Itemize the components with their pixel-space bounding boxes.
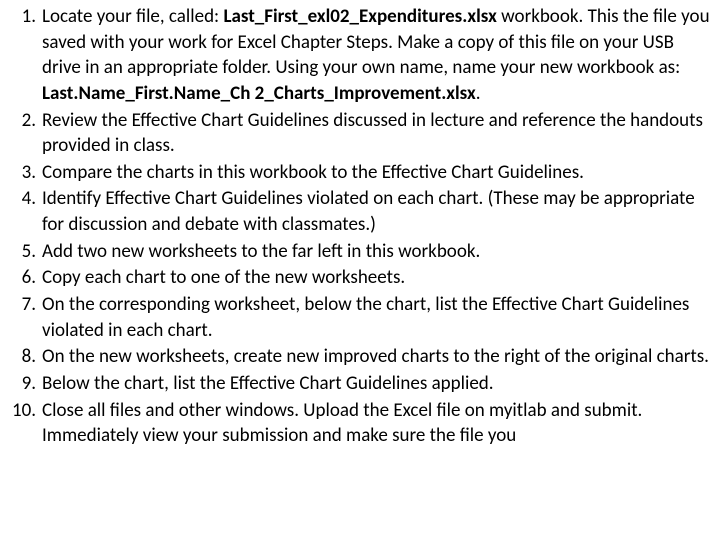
text-segment: Last_First_exl02_Expenditures.xlsx: [223, 5, 496, 28]
text-segment: Copy each chart to one of the new worksh…: [42, 266, 405, 289]
text-segment: .: [476, 82, 481, 105]
instruction-item-5: Add two new worksheets to the far left i…: [4, 239, 712, 265]
text-segment: Locate your file, called:: [42, 5, 223, 28]
instruction-list: Locate your file, called: Last_First_exl…: [4, 4, 712, 449]
instruction-item-4: Identify Effective Chart Guidelines viol…: [4, 186, 712, 237]
text-segment: Add two new worksheets to the far left i…: [42, 240, 480, 263]
instruction-item-9: Below the chart, list the Effective Char…: [4, 371, 712, 397]
instruction-item-10: Close all files and other windows. Uploa…: [4, 398, 712, 449]
instruction-item-2: Review the Effective Chart Guidelines di…: [4, 108, 712, 159]
instruction-item-3: Compare the charts in this workbook to t…: [4, 160, 712, 186]
instruction-item-7: On the corresponding worksheet, below th…: [4, 292, 712, 343]
text-segment: Below the chart, list the Effective Char…: [42, 372, 494, 395]
text-segment: Review the Effective Chart Guidelines di…: [42, 109, 703, 158]
instruction-item-1: Locate your file, called: Last_First_exl…: [4, 4, 712, 107]
text-segment: On the new worksheets, create new improv…: [42, 345, 709, 368]
instruction-item-6: Copy each chart to one of the new worksh…: [4, 265, 712, 291]
text-segment: Compare the charts in this workbook to t…: [42, 161, 584, 184]
instruction-item-8: On the new worksheets, create new improv…: [4, 344, 712, 370]
text-segment: Last.Name_First.Name_Ch 2_Charts_Improve…: [42, 82, 476, 105]
text-segment: Close all files and other windows. Uploa…: [42, 399, 642, 448]
text-segment: Identify Effective Chart Guidelines viol…: [42, 187, 695, 236]
text-segment: On the corresponding worksheet, below th…: [42, 293, 689, 342]
